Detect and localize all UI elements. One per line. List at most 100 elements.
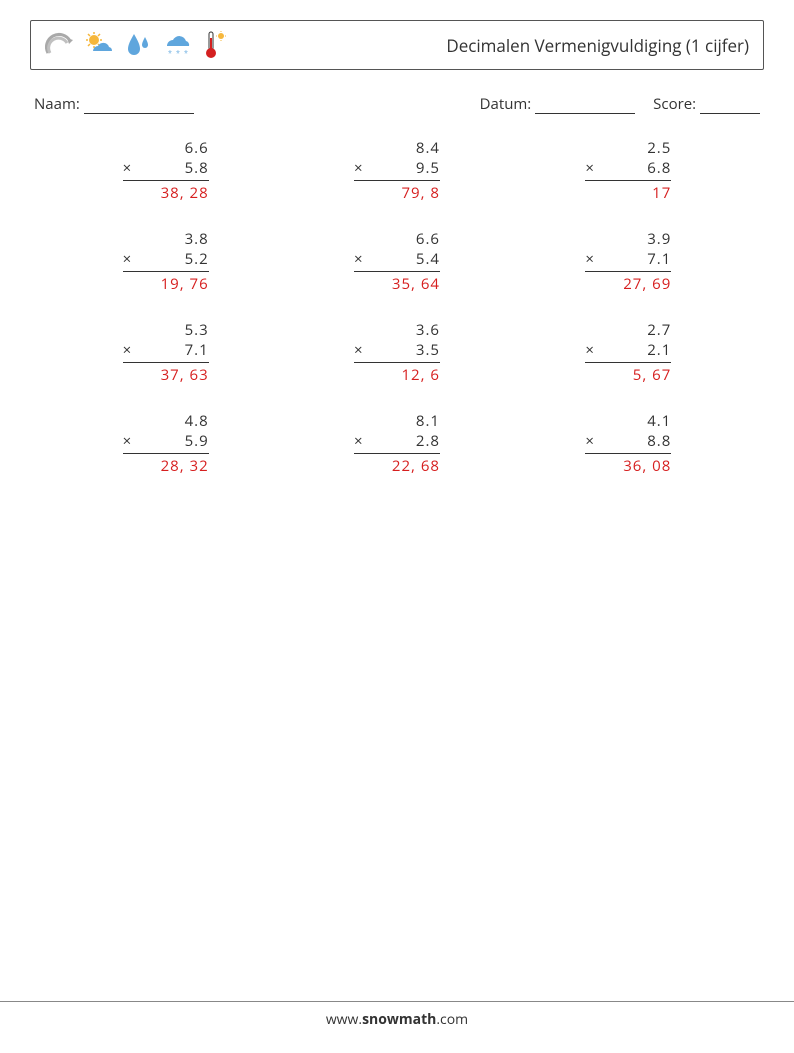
- answer: 19, 76: [123, 272, 209, 294]
- operand-b-row: × 7.1: [123, 340, 209, 363]
- operator: ×: [354, 249, 364, 269]
- operator: ×: [354, 340, 364, 360]
- problems-grid: 6.6×5.838, 288.4×9.579, 82.5×6.8173.8×5.…: [30, 132, 764, 476]
- worksheet-title: Decimalen Vermenigvuldiging (1 cijfer): [446, 34, 749, 57]
- problem: 8.4× 9.5 79, 8: [354, 138, 440, 203]
- operand-a: 3.6: [354, 320, 440, 340]
- problem: 5.3× 7.1 37, 63: [123, 320, 209, 385]
- operand-b: 5.9: [185, 431, 209, 451]
- operand-b-row: × 6.8: [585, 158, 671, 181]
- operand-a: 8.1: [354, 411, 440, 431]
- problem: 2.7× 2.1 5, 67: [585, 320, 671, 385]
- footer-brand-right: wmath: [387, 1010, 436, 1029]
- snow-cloud-icon: * * *: [161, 30, 193, 60]
- operand-b: 3.5: [416, 340, 440, 360]
- operand-b-row: × 5.2: [123, 249, 209, 272]
- operand-b: 2.8: [416, 431, 440, 451]
- operand-b-row: × 3.5: [354, 340, 440, 363]
- footer-brand-left: sn: [362, 1010, 378, 1029]
- date-field: Datum:: [480, 94, 636, 114]
- problem: 6.6× 5.4 35, 64: [354, 229, 440, 294]
- problem: 2.5× 6.8 17: [585, 138, 671, 203]
- operand-a: 3.9: [585, 229, 671, 249]
- operator: ×: [585, 249, 595, 269]
- operand-b: 5.2: [185, 249, 209, 269]
- operand-a: 8.4: [354, 138, 440, 158]
- answer: 12, 6: [354, 363, 440, 385]
- header-icons: * * *: [45, 30, 227, 60]
- operand-b-row: × 2.1: [585, 340, 671, 363]
- footer-prefix: www.: [326, 1010, 362, 1029]
- operator: ×: [585, 431, 595, 451]
- operand-b: 9.5: [416, 158, 440, 178]
- answer: 17: [585, 181, 671, 203]
- footer-suffix: .com: [436, 1010, 468, 1029]
- answer: 38, 28: [123, 181, 209, 203]
- worksheet-header: * * * Decimalen Vermenigvuldiging (1 cijfe…: [30, 20, 764, 70]
- operand-b-row: × 9.5: [354, 158, 440, 181]
- operand-b: 5.8: [185, 158, 209, 178]
- operand-a: 5.3: [123, 320, 209, 340]
- footer: www.snowmath.com: [0, 1001, 794, 1029]
- operand-b-row: × 7.1: [585, 249, 671, 272]
- operator: ×: [585, 158, 595, 178]
- operator: ×: [123, 249, 133, 269]
- operand-b: 2.1: [647, 340, 671, 360]
- svg-text:*: *: [176, 49, 180, 60]
- operand-b: 6.8: [647, 158, 671, 178]
- answer: 36, 08: [585, 454, 671, 476]
- operand-b-row: × 8.8: [585, 431, 671, 454]
- operand-a: 4.8: [123, 411, 209, 431]
- problem: 3.9× 7.1 27, 69: [585, 229, 671, 294]
- date-label: Datum:: [480, 94, 532, 114]
- operator: ×: [354, 158, 364, 178]
- operand-b-row: × 5.4: [354, 249, 440, 272]
- answer: 27, 69: [585, 272, 671, 294]
- score-label: Score:: [653, 94, 696, 114]
- operand-a: 6.6: [354, 229, 440, 249]
- answer: 35, 64: [354, 272, 440, 294]
- sun-cloud-icon: [83, 31, 115, 59]
- operator: ×: [585, 340, 595, 360]
- problem: 6.6× 5.8 38, 28: [123, 138, 209, 203]
- operand-b: 7.1: [647, 249, 671, 269]
- score-field: Score:: [653, 94, 760, 114]
- answer: 37, 63: [123, 363, 209, 385]
- date-blank: [535, 98, 635, 114]
- operator: ×: [123, 340, 133, 360]
- name-label: Naam:: [34, 94, 80, 114]
- problem: 8.1× 2.8 22, 68: [354, 411, 440, 476]
- svg-text:*: *: [184, 49, 188, 60]
- meta-row: Naam: Datum: Score:: [30, 94, 764, 132]
- operand-b-row: × 5.9: [123, 431, 209, 454]
- name-field: Naam:: [34, 94, 480, 114]
- operand-b: 8.8: [647, 431, 671, 451]
- answer: 5, 67: [585, 363, 671, 385]
- name-blank: [84, 98, 194, 114]
- raindrops-icon: [125, 31, 151, 59]
- operand-a: 2.7: [585, 320, 671, 340]
- operand-a: 2.5: [585, 138, 671, 158]
- answer: 28, 32: [123, 454, 209, 476]
- problem: 3.8× 5.2 19, 76: [123, 229, 209, 294]
- operand-b-row: × 2.8: [354, 431, 440, 454]
- operator: ×: [123, 431, 133, 451]
- problem: 4.8× 5.9 28, 32: [123, 411, 209, 476]
- operand-b: 5.4: [416, 249, 440, 269]
- score-blank: [700, 98, 760, 114]
- operand-a: 4.1: [585, 411, 671, 431]
- svg-text:*: *: [168, 49, 172, 60]
- operand-b: 7.1: [185, 340, 209, 360]
- thermometer-icon: [203, 30, 227, 60]
- answer: 79, 8: [354, 181, 440, 203]
- problem: 3.6× 3.5 12, 6: [354, 320, 440, 385]
- operator: ×: [354, 431, 364, 451]
- problem: 4.1× 8.8 36, 08: [585, 411, 671, 476]
- operand-a: 3.8: [123, 229, 209, 249]
- operator: ×: [123, 158, 133, 178]
- answer: 22, 68: [354, 454, 440, 476]
- operand-b-row: × 5.8: [123, 158, 209, 181]
- rainbow-icon: [45, 31, 73, 59]
- operand-a: 6.6: [123, 138, 209, 158]
- footer-brand-mid: o: [378, 1010, 387, 1029]
